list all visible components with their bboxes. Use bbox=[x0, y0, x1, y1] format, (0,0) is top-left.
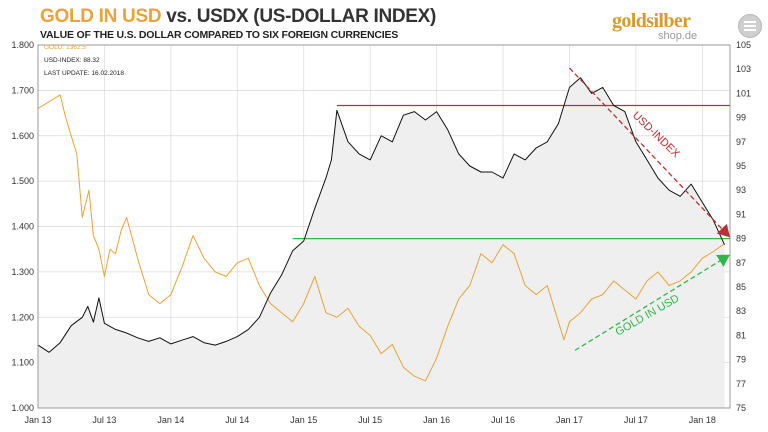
gold-trend-arrowhead bbox=[716, 254, 730, 267]
x-tick-label: Jan 15 bbox=[290, 415, 317, 425]
reference-lines bbox=[292, 104, 730, 240]
x-tick-label: Jul 14 bbox=[225, 415, 249, 425]
title-gold: GOLD IN USD bbox=[40, 6, 162, 27]
right-tick-label: 91 bbox=[736, 209, 746, 219]
right-tick-label: 85 bbox=[736, 282, 746, 292]
right-tick-label: 81 bbox=[736, 330, 746, 340]
trend-arrows bbox=[568, 67, 731, 351]
right-tick-label: 75 bbox=[736, 403, 746, 413]
logo-emblem-icon bbox=[738, 14, 762, 38]
left-tick-label: 1.300 bbox=[11, 267, 34, 277]
right-tick-label: 93 bbox=[736, 185, 746, 195]
x-tick-label: Jan 13 bbox=[24, 415, 51, 425]
left-tick-label: 1.500 bbox=[11, 176, 34, 186]
gold-trend-line bbox=[574, 254, 731, 351]
right-tick-label: 95 bbox=[736, 161, 746, 171]
usd-fill-layer bbox=[38, 77, 725, 408]
usd-series-line bbox=[37, 77, 725, 353]
usd-index-area bbox=[38, 77, 725, 408]
usd-trend-line bbox=[568, 67, 731, 238]
legend-usd: USD-INDEX: 88.32 bbox=[44, 57, 100, 64]
title-rest: vs. USDX (US-DOLLAR INDEX) bbox=[166, 6, 437, 27]
left-tick-label: 1.800 bbox=[11, 40, 34, 50]
left-tick-label: 1.200 bbox=[11, 312, 34, 322]
left-tick-label: 1.600 bbox=[11, 131, 34, 141]
right-tick-label: 97 bbox=[736, 137, 746, 147]
usd-trend-arrowhead bbox=[716, 223, 730, 238]
x-tick-label: Jan 18 bbox=[689, 415, 716, 425]
right-tick-label: 89 bbox=[736, 234, 746, 244]
left-tick-label: 1.700 bbox=[11, 85, 34, 95]
x-tick-label: Jul 13 bbox=[92, 415, 116, 425]
right-tick-label: 79 bbox=[736, 355, 746, 365]
x-tick-label: Jul 17 bbox=[624, 415, 648, 425]
right-tick-label: 87 bbox=[736, 258, 746, 268]
axes: Jan 13 Jul 13 Jan 14 Jul 14 Jan 15 Jul 15 Jan … bbox=[11, 40, 751, 425]
logo-domain: shop.de bbox=[658, 30, 698, 42]
right-tick-label: 103 bbox=[736, 64, 751, 74]
x-tick-label: Jul 16 bbox=[491, 415, 515, 425]
right-tick-label: 99 bbox=[736, 113, 746, 123]
gold-series-line bbox=[37, 94, 725, 382]
right-tick-label: 77 bbox=[736, 379, 746, 389]
left-tick-label: 1.100 bbox=[11, 358, 34, 368]
left-tick-label: 1.400 bbox=[11, 222, 34, 232]
right-tick-label: 101 bbox=[736, 88, 751, 98]
chart-title: GOLD IN USD vs. USDX (US-DOLLAR INDEX) bbox=[40, 6, 436, 28]
left-tick-label: 1.000 bbox=[11, 403, 34, 413]
x-tick-label: Jul 15 bbox=[358, 415, 382, 425]
plot-frame bbox=[37, 44, 731, 409]
x-tick-label: Jan 16 bbox=[423, 415, 450, 425]
right-tick-label: 83 bbox=[736, 306, 746, 316]
legend-box: GOLD: 1362.5 USD-INDEX: 88.32 LAST UPDAT… bbox=[44, 44, 124, 77]
chart-subtitle: VALUE OF THE U.S. DOLLAR COMPARED TO SIX… bbox=[40, 29, 399, 41]
legend-gold: GOLD: 1362.5 bbox=[44, 44, 86, 51]
brand-logo[interactable]: goldsilber shop.de bbox=[612, 10, 762, 46]
x-tick-label: Jan 14 bbox=[157, 415, 184, 425]
series-lines bbox=[37, 77, 725, 382]
legend-update: LAST UPDATE: 16.02.2018 bbox=[44, 70, 124, 77]
logo-brand: goldsilber bbox=[612, 10, 691, 32]
x-tick-label: Jan 17 bbox=[556, 415, 583, 425]
right-tick-label: 105 bbox=[736, 40, 751, 50]
